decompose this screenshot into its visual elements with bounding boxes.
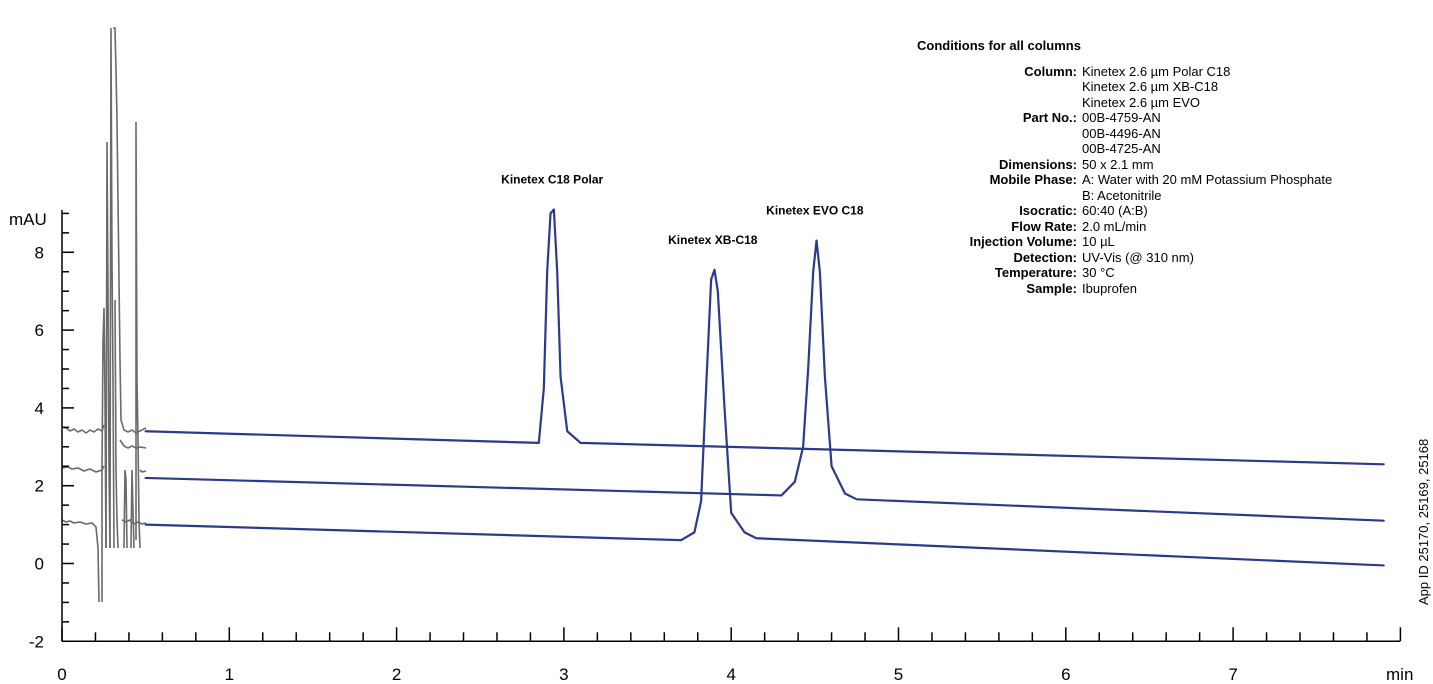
y-tick-label: 4 [35, 399, 44, 418]
condition-row: Column: Kinetex 2.6 µm Polar C18 Kinetex 2… [905, 64, 1375, 111]
y-tick-label: 2 [35, 477, 44, 496]
condition-value: 2.0 mL/min [1082, 218, 1147, 234]
x-axis-unit: min [1386, 665, 1413, 684]
peak-label: Kinetex C18 Polar [501, 173, 603, 187]
x-tick-label: 1 [225, 665, 234, 684]
chromatogram-trace-3 [144, 268, 1385, 567]
x-tick-label: 0 [57, 665, 66, 684]
condition-row: Sample: Ibuprofen [905, 281, 1375, 297]
condition-values: 00B-4759-AN 00B-4496-AN 00B-4725-AN [1082, 110, 1375, 157]
condition-values: 50 x 2.1 mm [1082, 157, 1375, 173]
conditions-panel: Conditions for all columns Column: Kinete… [905, 38, 1375, 296]
condition-values: UV-Vis (@ 310 nm) [1082, 250, 1375, 266]
condition-key: Injection Volume: [969, 234, 1077, 249]
app-id-note: App ID 25170, 25169, 25168 [1416, 439, 1431, 605]
condition-row: Detection: UV-Vis (@ 310 nm) [905, 250, 1375, 266]
condition-value: Ibuprofen [1082, 280, 1137, 296]
condition-key: Dimensions: [998, 156, 1077, 172]
condition-values: Ibuprofen [1082, 281, 1375, 297]
condition-value: Kinetex 2.6 µm Polar C18 [1082, 63, 1231, 79]
condition-value: Kinetex 2.6 µm EVO [1082, 94, 1201, 110]
x-tick-label: 2 [392, 665, 401, 684]
condition-value: UV-Vis (@ 310 nm) [1082, 249, 1194, 265]
y-tick-label: 0 [35, 555, 44, 574]
condition-row: Mobile Phase: A: Water with 20 mM Potassi… [905, 172, 1375, 203]
condition-key: Detection: [1013, 249, 1077, 265]
y-tick-label: 6 [35, 321, 44, 340]
condition-values: 10 µL [1082, 234, 1375, 250]
condition-value: 00B-4496-AN [1082, 125, 1161, 141]
solvent-front-noise [61, 27, 147, 603]
x-tick-label: 6 [1061, 665, 1070, 684]
condition-values: 30 °C [1082, 265, 1375, 281]
peak-label: Kinetex XB-C18 [668, 233, 758, 247]
condition-value: 00B-4759-AN [1082, 110, 1161, 125]
chromatogram-trace-1 [144, 208, 1385, 466]
peak-label: Kinetex EVO C18 [766, 204, 864, 218]
chromatogram-trace-2 [144, 239, 1385, 522]
condition-value: 10 µL [1082, 234, 1115, 249]
condition-value: 00B-4725-AN [1082, 141, 1161, 156]
condition-value: 30 °C [1082, 265, 1115, 280]
x-tick-label: 3 [559, 665, 568, 684]
x-tick-label: 7 [1228, 665, 1237, 684]
condition-values: 2.0 mL/min [1082, 219, 1375, 235]
condition-row: Injection Volume: 10 µL [905, 234, 1375, 250]
y-axis-unit: mAU [9, 210, 47, 229]
conditions-rows: Column: Kinetex 2.6 µm Polar C18 Kinetex 2… [905, 64, 1375, 297]
condition-row: Dimensions: 50 x 2.1 mm [905, 157, 1375, 173]
condition-key: Flow Rate: [1011, 218, 1077, 234]
condition-key: Sample: [1026, 280, 1077, 296]
axes: 0 1 2 3 4 5 6 7 -2 0 2 4 6 8 mAU min [9, 210, 1413, 684]
condition-row: Isocratic: 60:40 (A:B) [905, 203, 1375, 219]
condition-row: Part No.: 00B-4759-AN 00B-4496-AN 00B-4725-… [905, 110, 1375, 157]
condition-value: Kinetex 2.6 µm XB-C18 [1082, 79, 1219, 94]
condition-values: Kinetex 2.6 µm Polar C18 Kinetex 2.6 µm X… [1082, 64, 1375, 111]
y-tick-label: 8 [35, 243, 44, 262]
x-tick-label: 4 [726, 665, 735, 684]
condition-value: A: Water with 20 mM Potassium Phosphate [1082, 172, 1333, 187]
condition-value: B: Acetonitrile [1082, 187, 1162, 203]
condition-values: 60:40 (A:B) [1082, 203, 1375, 219]
conditions-title: Conditions for all columns [917, 38, 1081, 53]
condition-value: 50 x 2.1 mm [1082, 156, 1154, 172]
condition-row: Flow Rate: 2.0 mL/min [905, 219, 1375, 235]
condition-value: 60:40 (A:B) [1082, 203, 1148, 218]
condition-key: Mobile Phase: [989, 172, 1077, 187]
condition-values: A: Water with 20 mM Potassium Phosphate B… [1082, 172, 1375, 203]
condition-key: Temperature: [994, 265, 1077, 280]
y-tick-label: -2 [29, 632, 44, 651]
x-tick-label: 5 [894, 665, 903, 684]
condition-key: Isocratic: [1019, 203, 1077, 218]
condition-row: Temperature: 30 °C [905, 265, 1375, 281]
condition-key: Column: [1024, 63, 1077, 79]
condition-key: Part No.: [1022, 110, 1077, 125]
